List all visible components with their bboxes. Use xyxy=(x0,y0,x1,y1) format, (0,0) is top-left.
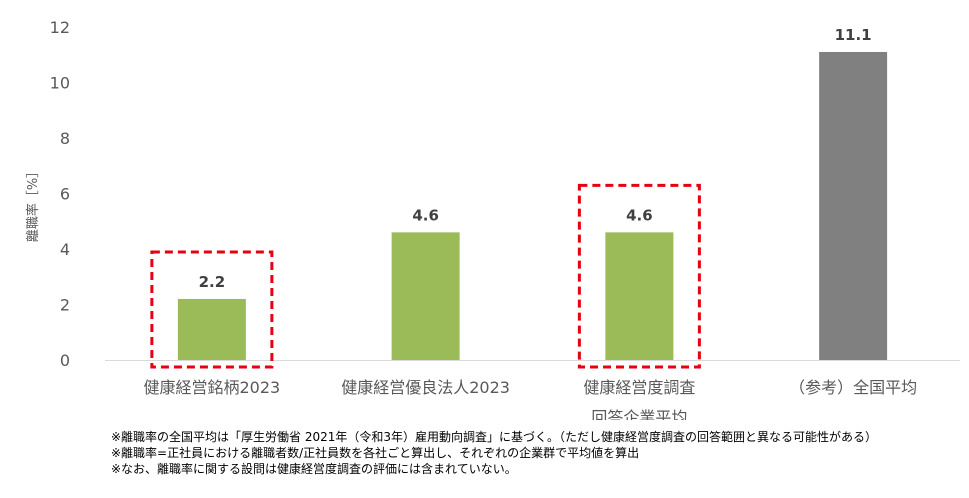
bar-value-label: 4.6 xyxy=(412,206,439,224)
x-category-label: 回答企業平均 xyxy=(591,408,687,420)
x-category-label: （参考）全国平均 xyxy=(789,378,917,397)
bar-value-label: 11.1 xyxy=(835,26,872,44)
y-tick-label: 8 xyxy=(60,129,70,148)
highlight-box xyxy=(577,183,701,369)
bar xyxy=(819,51,888,360)
x-category-label: 健康経営優良法人2023 xyxy=(341,378,510,397)
y-tick-label: 0 xyxy=(60,351,70,370)
y-tick-label: 4 xyxy=(60,240,70,259)
y-tick-label: 6 xyxy=(60,185,70,204)
highlight-box xyxy=(150,250,274,369)
bar xyxy=(391,232,460,360)
x-category-label: 健康経営銘柄2023 xyxy=(144,378,281,397)
footnote-turnover-definition: ※離職率=正社員における離職者数/正社員数を各社ごと算出し、それぞれの企業群で平… xyxy=(111,446,640,460)
y-tick-label: 12 xyxy=(50,18,70,37)
x-category-label: 健康経営度調査 xyxy=(583,378,695,397)
bar xyxy=(177,298,246,360)
bar-value-label: 2.2 xyxy=(199,273,226,291)
y-tick-label: 10 xyxy=(50,74,70,93)
footnote-national-average-source: ※離職率の全国平均は「厚生労働省 2021年（令和3年）雇用動向調査」に基づく。… xyxy=(111,430,878,444)
footnotes: ※離職率の全国平均は「厚生労働省 2021年（令和3年）雇用動向調査」に基づく。… xyxy=(111,429,961,477)
bar-value-label: 4.6 xyxy=(626,206,653,224)
bar xyxy=(605,232,674,360)
y-tick-label: 2 xyxy=(60,296,70,315)
footnote-evaluation-exclusion: ※なお、離職率に関する設問は健康経営度調査の評価には含まれていない。 xyxy=(111,462,517,476)
bar-chart: 0 2 4 6 8 10 12 離職率［%］ 2.2 健康経営銘柄2023 4.6 健康経営優良法人2… xyxy=(25,18,960,420)
y-axis-title: 離職率［%］ xyxy=(25,165,41,242)
